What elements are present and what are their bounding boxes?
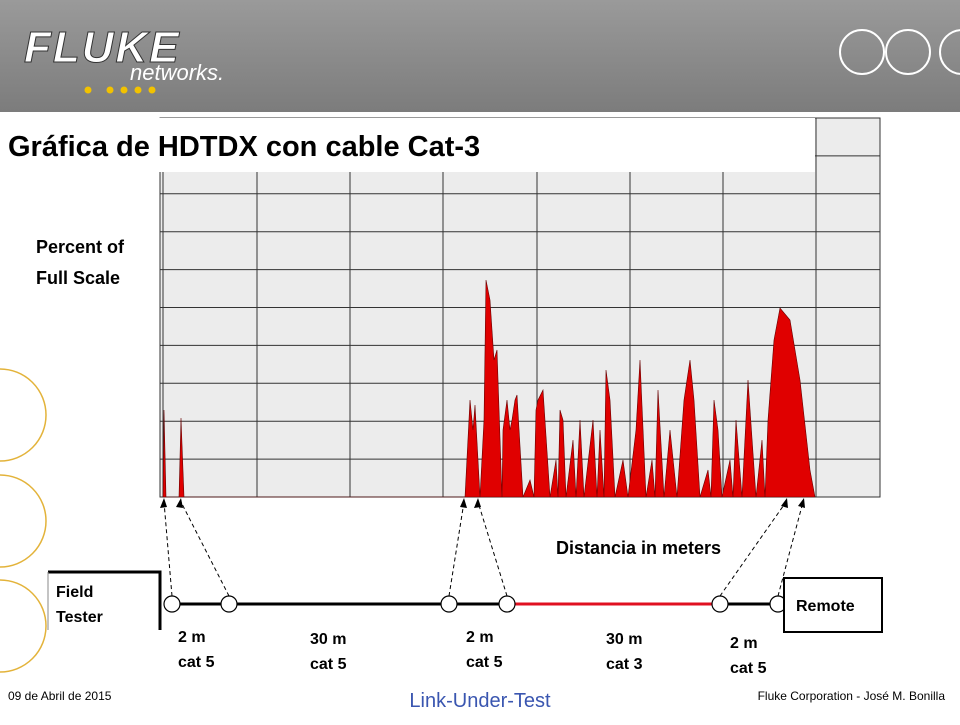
footer-date: 09 de Abril de 2015 (8, 689, 112, 703)
segment-label: 2 m (178, 629, 206, 646)
footer-center: Link-Under-Test (409, 690, 551, 712)
pointer-arrows (163, 501, 804, 597)
arrow-heads (160, 498, 805, 508)
connectors (163, 595, 787, 613)
y-axis-label: Percent of (36, 237, 125, 257)
segment-label: 2 m (730, 635, 758, 652)
segment-label: 2 m (466, 629, 494, 646)
plot-grid (159, 117, 881, 498)
hdtdx-trace (162, 279, 816, 498)
segment-label: cat 5 (730, 660, 767, 677)
segment-label: cat 3 (606, 656, 643, 673)
logo-dots (84, 86, 156, 94)
field-tester-label: Field (56, 584, 93, 601)
segment-label: cat 5 (466, 654, 503, 671)
remote-label: Remote (796, 598, 855, 615)
field-tester-box (48, 570, 162, 630)
segment-label: 30 m (606, 631, 642, 648)
field-tester-label: Tester (56, 609, 103, 626)
segment-label: cat 5 (178, 654, 215, 671)
title-box (0, 118, 815, 172)
remote-box (783, 577, 883, 633)
logo-sub: networks. (130, 60, 224, 85)
header-circles (839, 29, 960, 75)
footer-right: Fluke Corporation - José M. Bonilla (758, 689, 946, 703)
title: Gráfica de HDTDX con cable Cat-3 (8, 131, 480, 163)
segment-label: 30 m (310, 631, 346, 648)
segment-label: cat 5 (310, 656, 347, 673)
side-arcs (0, 368, 47, 673)
y-axis-label: Full Scale (36, 268, 120, 288)
logo: FLUKE (24, 23, 181, 72)
header-band (0, 0, 960, 112)
x-axis-label: Distancia in meters (556, 538, 721, 558)
